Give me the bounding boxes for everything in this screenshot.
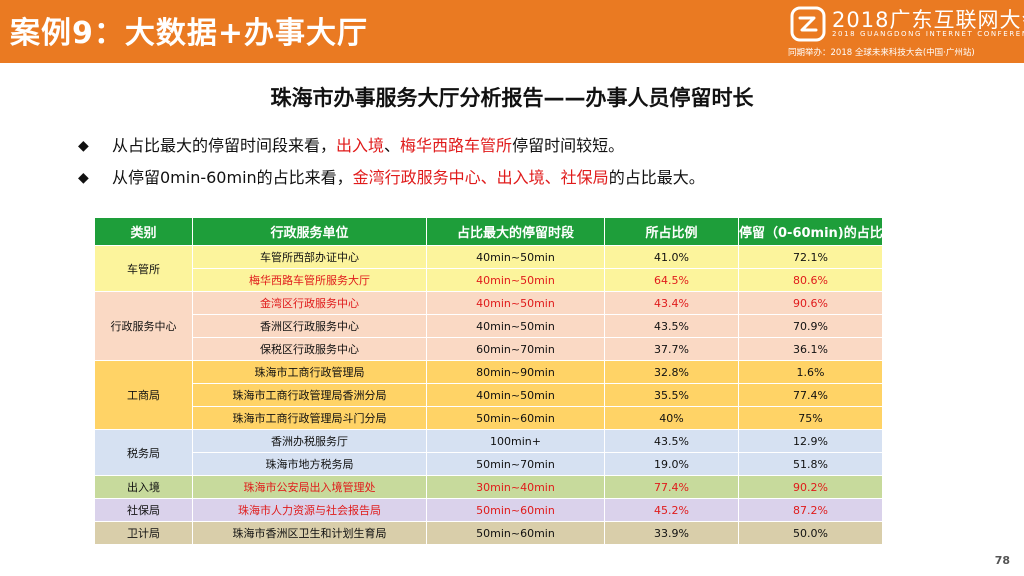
column-header: 类别	[94, 217, 193, 246]
share-cell: 43.4%	[604, 291, 739, 315]
group-admin-service-center: 行政服务中心 金湾区行政服务中心 40min~50min 43.4% 90.6%…	[94, 291, 883, 361]
short-share-cell: 80.6%	[738, 268, 883, 292]
column-header: 停留（0-60min)的占比	[738, 217, 883, 246]
group-exit-entry: 出入境 珠海市公安局出入境管理处 30min~40min 77.4% 90.2%	[94, 475, 883, 499]
group-health-bureau: 卫计局 珠海市香洲区卫生和计划生育局 50min~60min 33.9% 50.…	[94, 521, 883, 545]
category-cell: 行政服务中心	[94, 291, 193, 361]
table-row: 香洲区行政服务中心 40min~50min 43.5% 70.9%	[95, 314, 883, 338]
period-cell: 80min~90min	[426, 360, 605, 384]
category-cell: 车管所	[94, 245, 193, 292]
share-cell: 77.4%	[604, 475, 739, 499]
short-share-cell: 77.4%	[738, 383, 883, 407]
table-row: 车管所 车管所西部办证中心 40min~50min 41.0% 72.1%	[94, 245, 883, 292]
period-cell: 50min~60min	[426, 406, 605, 430]
unit-cell: 珠海市公安局出入境管理处	[192, 475, 427, 499]
page-number: 78	[994, 554, 1010, 567]
column-header: 行政服务单位	[192, 217, 427, 246]
conference-logo: 2018广东互联网大会 2018 GUANGDONG INTERNET CONF…	[788, 4, 1024, 60]
short-share-cell: 72.1%	[738, 245, 883, 269]
short-share-cell: 51.8%	[738, 452, 883, 476]
conference-name-english: 2018 GUANGDONG INTERNET CONFERENCE	[832, 30, 1024, 38]
share-cell: 45.2%	[604, 498, 739, 522]
table-row: 珠海市地方税务局 50min~70min 19.0% 51.8%	[95, 452, 883, 476]
unit-cell: 金湾区行政服务中心	[192, 291, 427, 315]
share-cell: 43.5%	[604, 314, 739, 338]
column-header: 所占比例	[604, 217, 739, 246]
bullet-text: 从占比最大的停留时间段来看，出入境、梅华西路车管所停留时间较短。	[112, 136, 625, 155]
unit-cell: 保税区行政服务中心	[192, 337, 427, 361]
share-cell: 35.5%	[604, 383, 739, 407]
category-cell: 工商局	[94, 360, 193, 430]
bullet-text: 从停留0min-60min的占比来看，金湾行政服务中心、出入境、社保局的占比最大…	[112, 168, 705, 187]
group-social-security: 社保局 珠海市人力资源与社会报告局 50min~60min 45.2% 87.2…	[94, 498, 883, 522]
conference-logo-icon	[790, 6, 826, 42]
period-cell: 40min~50min	[426, 314, 605, 338]
short-share-cell: 12.9%	[738, 429, 883, 453]
table-row: 出入境 珠海市公安局出入境管理处 30min~40min 77.4% 90.2%	[94, 475, 883, 499]
table-row: 珠海市工商行政管理局香洲分局 40min~50min 35.5% 77.4%	[95, 383, 883, 407]
short-share-cell: 87.2%	[738, 498, 883, 522]
table-row: 工商局 珠海市工商行政管理局 80min~90min 32.8% 1.6%	[94, 360, 883, 430]
diamond-bullet-icon: ◆	[78, 170, 89, 186]
short-share-cell: 36.1%	[738, 337, 883, 361]
unit-cell: 梅华西路车管所服务大厅	[192, 268, 427, 292]
period-cell: 50min~70min	[426, 452, 605, 476]
table-row: 梅华西路车管所服务大厅 40min~50min 64.5% 80.6%	[95, 268, 883, 292]
case-title: 案例9：大数据+办事大厅	[10, 16, 369, 51]
table-row: 行政服务中心 金湾区行政服务中心 40min~50min 43.4% 90.6%	[94, 291, 883, 361]
period-cell: 40min~50min	[426, 291, 605, 315]
short-share-cell: 90.2%	[738, 475, 883, 499]
short-share-cell: 1.6%	[738, 360, 883, 384]
unit-cell: 珠海市人力资源与社会报告局	[192, 498, 427, 522]
table-row: 珠海市工商行政管理局斗门分局 50min~60min 40% 75%	[95, 406, 883, 430]
short-share-cell: 75%	[738, 406, 883, 430]
share-cell: 41.0%	[604, 245, 739, 269]
group-vehicle-office: 车管所 车管所西部办证中心 40min~50min 41.0% 72.1% 梅华…	[94, 245, 883, 292]
share-cell: 32.8%	[604, 360, 739, 384]
period-cell: 60min~70min	[426, 337, 605, 361]
unit-cell: 香洲办税服务厅	[192, 429, 427, 453]
group-tax-bureau: 税务局 香洲办税服务厅 100min+ 43.5% 12.9% 珠海市地方税务局…	[94, 429, 883, 476]
short-share-cell: 50.0%	[738, 521, 883, 545]
group-commerce-bureau: 工商局 珠海市工商行政管理局 80min~90min 32.8% 1.6% 珠海…	[94, 360, 883, 430]
table-header-row: 类别 行政服务单位 占比最大的停留时段 所占比例 停留（0-60min)的占比	[94, 217, 883, 246]
share-cell: 37.7%	[604, 337, 739, 361]
share-cell: 64.5%	[604, 268, 739, 292]
period-cell: 40min~50min	[426, 383, 605, 407]
table-row: 社保局 珠海市人力资源与社会报告局 50min~60min 45.2% 87.2…	[94, 498, 883, 522]
unit-cell: 珠海市工商行政管理局	[192, 360, 427, 384]
share-cell: 40%	[604, 406, 739, 430]
share-cell: 33.9%	[604, 521, 739, 545]
period-cell: 100min+	[426, 429, 605, 453]
category-cell: 社保局	[94, 498, 193, 522]
short-share-cell: 90.6%	[738, 291, 883, 315]
table-row: 税务局 香洲办税服务厅 100min+ 43.5% 12.9%	[94, 429, 883, 476]
period-cell: 40min~50min	[426, 268, 605, 292]
unit-cell: 珠海市工商行政管理局香洲分局	[192, 383, 427, 407]
diamond-bullet-icon: ◆	[78, 138, 89, 154]
share-cell: 19.0%	[604, 452, 739, 476]
period-cell: 50min~60min	[426, 521, 605, 545]
short-share-cell: 70.9%	[738, 314, 883, 338]
unit-cell: 珠海市地方税务局	[192, 452, 427, 476]
conference-tagline: 同期举办：2018 全球未来科技大会(中国·广州站)	[788, 48, 975, 58]
period-cell: 40min~50min	[426, 245, 605, 269]
dwell-time-table: 类别 行政服务单位 占比最大的停留时段 所占比例 停留（0-60min)的占比 …	[94, 217, 883, 545]
report-title: 珠海市办事服务大厅分析报告——办事人员停留时长	[270, 86, 754, 110]
table-row: 卫计局 珠海市香洲区卫生和计划生育局 50min~60min 33.9% 50.…	[94, 521, 883, 545]
period-cell: 30min~40min	[426, 475, 605, 499]
share-cell: 43.5%	[604, 429, 739, 453]
table-row: 保税区行政服务中心 60min~70min 37.7% 36.1%	[95, 337, 883, 361]
unit-cell: 香洲区行政服务中心	[192, 314, 427, 338]
conference-name: 2018广东互联网大会	[832, 8, 1024, 32]
category-cell: 出入境	[94, 475, 193, 499]
unit-cell: 珠海市工商行政管理局斗门分局	[192, 406, 427, 430]
category-cell: 卫计局	[94, 521, 193, 545]
period-cell: 50min~60min	[426, 498, 605, 522]
column-header: 占比最大的停留时段	[426, 217, 605, 246]
unit-cell: 珠海市香洲区卫生和计划生育局	[192, 521, 427, 545]
header-bar: 案例9：大数据+办事大厅 2018广东互联网大会 2018 GUANGDONG …	[0, 0, 1024, 63]
unit-cell: 车管所西部办证中心	[192, 245, 427, 269]
category-cell: 税务局	[94, 429, 193, 476]
